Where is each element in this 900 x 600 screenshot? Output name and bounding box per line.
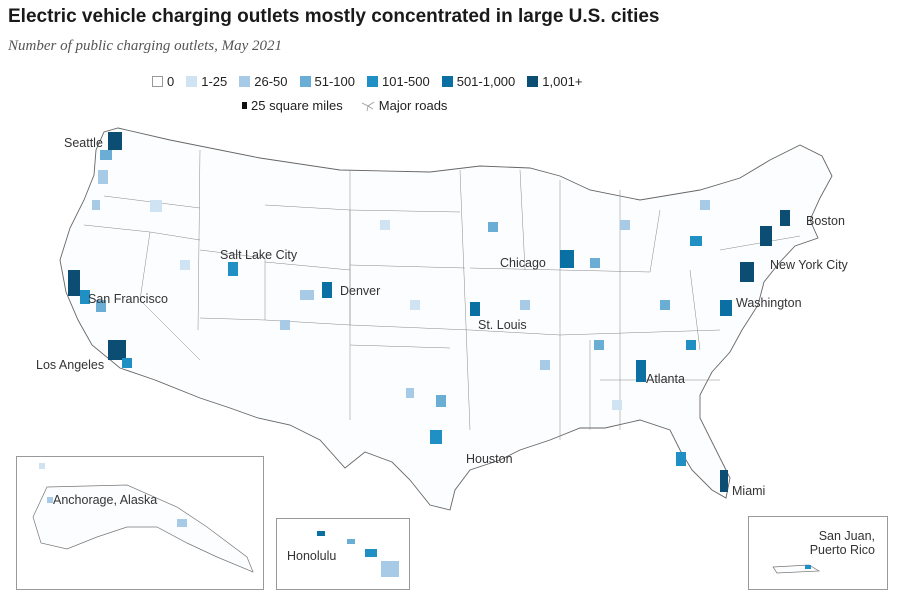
city-label-honolulu: Honolulu: [287, 549, 337, 563]
alaska-map: [32, 463, 254, 573]
puerto-rico-map: [772, 564, 821, 574]
city-label-chicago: Chicago: [500, 256, 546, 270]
map-subtitle: Number of public charging outlets, May 2…: [8, 38, 282, 54]
city-label-miami: Miami: [732, 484, 766, 498]
city-label-atlanta: Atlanta: [646, 372, 685, 386]
hawaii-map: [317, 531, 399, 577]
city-label-seattle: Seattle: [64, 136, 103, 150]
legend-label: 0: [167, 74, 175, 89]
roads-icon: [361, 101, 375, 111]
legend-label: 101-500: [382, 74, 430, 89]
legend-swatch: [527, 76, 539, 87]
legend-swatch: [152, 76, 163, 87]
city-label-boston: Boston: [806, 214, 845, 228]
legend-scale-label: 25 square miles: [251, 98, 343, 113]
city-label-washington: Washington: [736, 296, 802, 310]
san-juan-line2: Puerto Rico: [809, 543, 875, 557]
us-outline: [59, 127, 833, 511]
legend-item-501-1000: 501-1,000: [441, 74, 516, 89]
legend-item-101-500: 101-500: [367, 74, 430, 89]
legend-swatch: [299, 76, 311, 87]
color-legend: 0 1-25 26-50 51-100 101-500 501-1,000 1,…: [152, 74, 582, 89]
legend-label: 1-25: [201, 74, 228, 89]
square-icon: [242, 102, 247, 109]
legend-label: 51-100: [314, 74, 355, 89]
inset-puerto-rico: San Juan, Puerto Rico: [748, 516, 888, 590]
legend-swatch: [239, 76, 251, 87]
legend-item-51-100: 51-100: [299, 74, 355, 89]
city-label-san-francisco: San Francisco: [88, 292, 168, 306]
legend-swatch: [441, 76, 453, 87]
legend-roads: Major roads: [361, 98, 448, 113]
inset-alaska: Anchorage, Alaska: [16, 456, 264, 590]
legend-scale: 25 square miles: [242, 98, 343, 113]
map-title: Electric vehicle charging outlets mostly…: [8, 6, 660, 27]
city-label-los-angeles: Los Angeles: [36, 358, 105, 372]
legend-label: 1,001+: [542, 74, 583, 89]
legend-item-1-25: 1-25: [186, 74, 227, 89]
legend-item-26-50: 26-50: [239, 74, 288, 89]
legend-label: 501-1,000: [456, 74, 516, 89]
legend-roads-label: Major roads: [378, 98, 448, 113]
legend-item-0: 0: [152, 74, 174, 89]
secondary-legend: 25 square miles Major roads: [242, 98, 447, 113]
legend-swatch: [367, 76, 378, 87]
city-label-new-york-city: New York City: [770, 258, 848, 272]
city-label-salt-lake-city: Salt Lake City: [220, 248, 298, 262]
city-label-san-juan: San Juan, Puerto Rico: [765, 529, 875, 557]
city-label-st-louis: St. Louis: [478, 318, 527, 332]
legend-swatch: [186, 76, 198, 87]
legend-label: 26-50: [254, 74, 288, 89]
city-label-anchorage: Anchorage, Alaska: [53, 493, 158, 507]
density-cells: [68, 132, 790, 492]
city-label-houston: Houston: [466, 452, 513, 466]
city-label-denver: Denver: [340, 284, 381, 298]
san-juan-line1: San Juan,: [818, 529, 875, 543]
inset-hawaii: Honolulu: [276, 518, 410, 590]
legend-item-1001-plus: 1,001+: [527, 74, 582, 89]
